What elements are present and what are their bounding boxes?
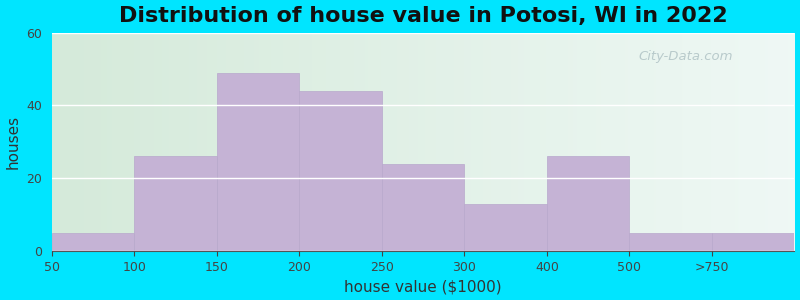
Bar [382, 164, 464, 251]
Bar [134, 157, 217, 251]
Bar [299, 91, 382, 251]
Y-axis label: houses: houses [6, 115, 21, 169]
Bar [712, 233, 794, 251]
Bar [464, 204, 547, 251]
Bar [52, 233, 134, 251]
X-axis label: house value ($1000): house value ($1000) [344, 279, 502, 294]
Bar [217, 73, 299, 251]
Title: Distribution of house value in Potosi, WI in 2022: Distribution of house value in Potosi, W… [118, 6, 727, 26]
Text: City-Data.com: City-Data.com [638, 50, 733, 63]
Bar [630, 233, 712, 251]
Bar [547, 157, 630, 251]
